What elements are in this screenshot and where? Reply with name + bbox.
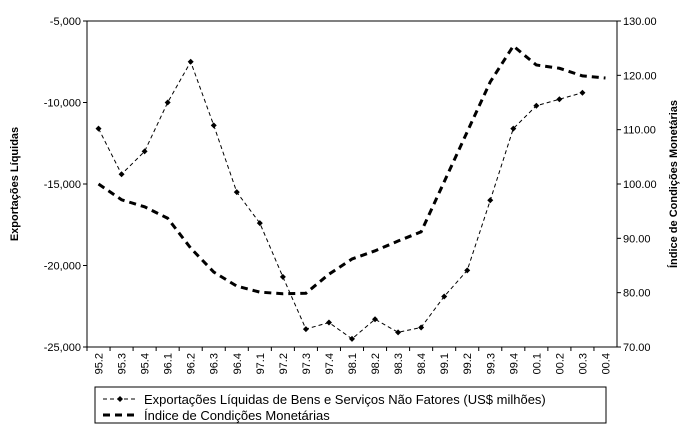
marker (164, 99, 171, 106)
y-tick-label: -25,000 (44, 342, 81, 354)
y-tick-label: -20,000 (44, 261, 81, 273)
legend-label: Índice de Condições Monetárias (144, 408, 330, 423)
y2-tick-label: 90.00 (623, 233, 651, 245)
marker (210, 122, 217, 129)
y2-tick-label: 80.00 (623, 288, 651, 300)
y-axis-title: Exportações Líquidas (9, 127, 21, 241)
marker (510, 125, 517, 132)
marker (279, 273, 286, 280)
marker (141, 148, 148, 155)
x-tick-label: 99.1 (439, 353, 451, 374)
marker (256, 220, 263, 227)
marker (533, 102, 540, 109)
x-tick-label: 96.2 (186, 353, 198, 374)
marker (233, 189, 240, 196)
marker (556, 96, 563, 103)
legend-marker (117, 396, 123, 402)
y2-tick-label: 110.00 (623, 125, 656, 137)
x-tick-label: 99.4 (508, 353, 520, 374)
x-tick-label: 00.1 (531, 353, 543, 374)
x-tick-label: 00.4 (600, 353, 612, 374)
marker (95, 125, 102, 132)
y-tick-label: -10,000 (44, 98, 81, 110)
x-tick-label: 96.3 (209, 353, 221, 374)
x-tick-label: 99.3 (485, 353, 497, 374)
marker (349, 335, 355, 342)
marker (395, 329, 402, 336)
x-tick-label: 97.4 (324, 353, 336, 374)
x-tick-label: 98.2 (370, 353, 382, 374)
marker (418, 324, 425, 331)
x-tick-label: 99.2 (462, 353, 474, 374)
y-tick-label: -5,000 (50, 16, 81, 28)
marker (487, 197, 494, 204)
series-line (97, 43, 606, 296)
y-tick-label: -15,000 (44, 179, 81, 191)
x-tick-label: 98.1 (347, 353, 359, 374)
x-tick-label: 95.4 (140, 353, 152, 374)
x-tick-label: 97.1 (255, 353, 267, 374)
y2-axis-title: Índice de Condições Monetárias (667, 100, 680, 268)
x-tick-label: 95.3 (117, 353, 129, 374)
x-tick-label: 97.3 (301, 353, 313, 374)
marker (372, 316, 379, 323)
series-line (98, 60, 583, 340)
y2-tick-label: 130.00 (623, 16, 657, 28)
marker (464, 267, 471, 274)
y2-tick-label: 120.00 (623, 70, 657, 82)
marker (302, 326, 309, 333)
legend-label: Exportações Líquidas de Bens e Serviços … (144, 392, 546, 407)
marker (187, 58, 194, 65)
marker (118, 171, 125, 178)
y2-tick-label: 70.00 (623, 342, 651, 354)
legend (94, 386, 607, 424)
y2-tick-label: 100.00 (623, 179, 657, 191)
marker (325, 319, 332, 326)
marker (441, 293, 448, 300)
x-tick-label: 95.2 (94, 353, 106, 374)
x-tick-label: 98.3 (393, 353, 405, 374)
x-tick-label: 00.3 (577, 353, 589, 374)
plot-frame (86, 20, 618, 348)
x-tick-label: 00.2 (554, 353, 566, 374)
x-tick-label: 97.2 (278, 353, 290, 374)
x-tick-label: 98.4 (416, 353, 428, 374)
marker (579, 89, 586, 96)
x-tick-label: 96.1 (163, 353, 175, 374)
x-tick-label: 96.4 (232, 353, 244, 374)
